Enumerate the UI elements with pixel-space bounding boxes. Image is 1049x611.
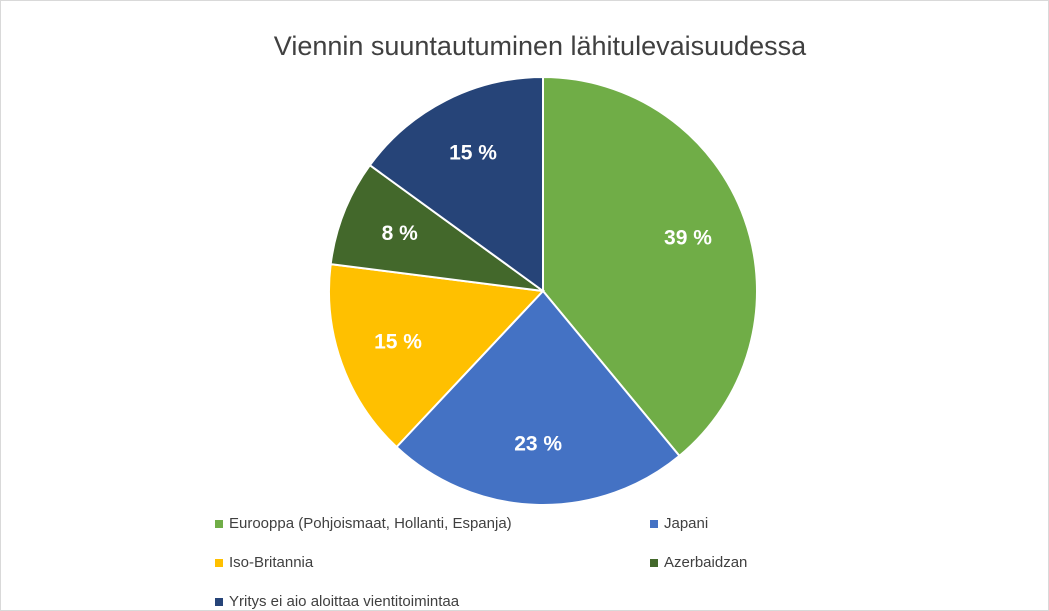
legend-label: Azerbaidzan [664, 554, 747, 571]
chart-title: Viennin suuntautuminen lähitulevaisuudes… [274, 31, 807, 61]
data-label: 39 % [664, 226, 712, 249]
data-label: 15 % [374, 331, 422, 354]
data-label: 15 % [449, 141, 497, 164]
legend-label: Eurooppa (Pohjoismaat, Hollanti, Espanja… [229, 515, 512, 532]
pie-slice [328, 263, 546, 449]
data-label: 8 % [382, 222, 419, 245]
data-label: 23 % [514, 433, 562, 456]
legend-label: Japani [664, 515, 708, 532]
legend-swatch [215, 520, 223, 528]
legend-swatch [215, 598, 223, 606]
pie-slice [395, 289, 681, 506]
legend-label: Iso-Britannia [229, 554, 314, 571]
legend-label: Yritys ei aio aloittaa vientitoimintaa [229, 593, 460, 610]
legend-swatch [650, 520, 658, 528]
legend-swatch [215, 559, 223, 567]
pie-slice [542, 75, 758, 458]
legend-swatch [650, 559, 658, 567]
pie-slice [368, 75, 544, 293]
pie-slice [329, 163, 544, 292]
